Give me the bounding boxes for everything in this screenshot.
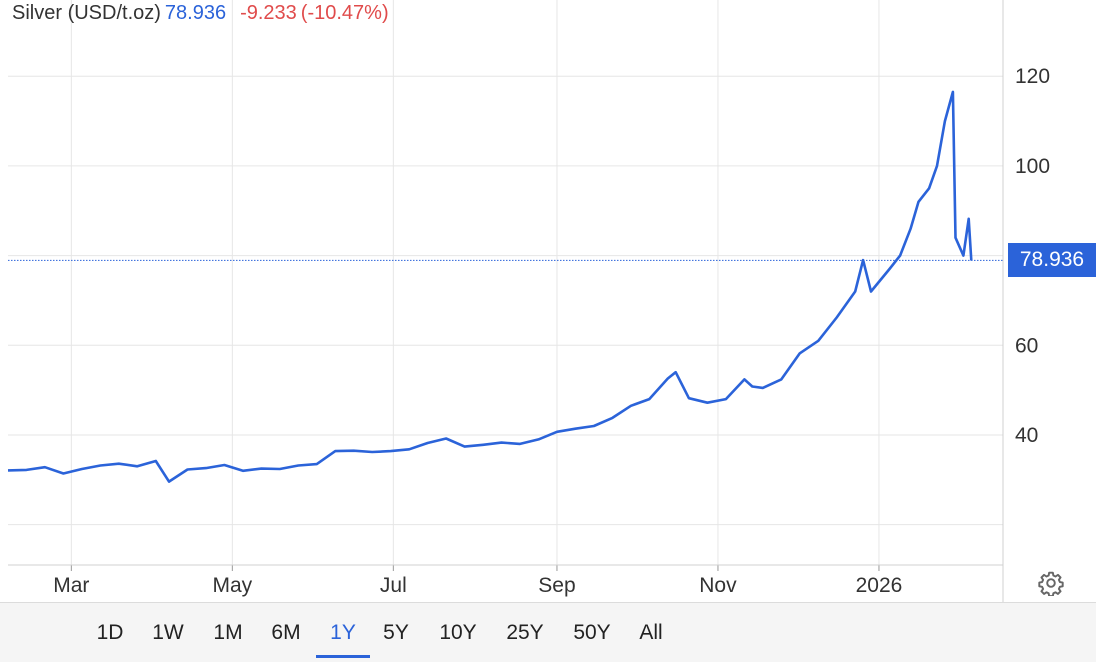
- range-button-6m[interactable]: 6M: [271, 621, 301, 644]
- chart-header: Silver (USD/t.oz) 78.936 -9.233 (-10.47%): [12, 0, 389, 28]
- chart-title: Silver (USD/t.oz): [12, 2, 161, 24]
- range-selector: 1D 1W 1M 6M 1Y 5Y 10Y 25Y 50Y All: [0, 602, 1096, 662]
- range-button-1m[interactable]: 1M: [213, 621, 243, 644]
- range-button-10y[interactable]: 10Y: [439, 621, 477, 644]
- gear-icon[interactable]: [1038, 570, 1064, 598]
- range-button-25y[interactable]: 25Y: [506, 621, 544, 644]
- x-tick-label: Mar: [53, 574, 89, 597]
- range-button-1d[interactable]: 1D: [96, 621, 124, 644]
- price-change: -9.233: [240, 2, 297, 24]
- current-price: 78.936: [164, 2, 227, 24]
- range-button-5y[interactable]: 5Y: [383, 621, 409, 644]
- chart-series: [7, 90, 1003, 483]
- range-button-50y[interactable]: 50Y: [573, 621, 611, 644]
- chart-axes: 40 60 100 120 Mar May Jul Sep Nov 2026: [8, 0, 1050, 602]
- x-tick-label: Sep: [538, 574, 575, 597]
- range-button-1w[interactable]: 1W: [152, 621, 184, 644]
- x-tick-label: May: [212, 574, 252, 597]
- y-tick-label: 40: [1015, 424, 1038, 447]
- x-tick-label: 2026: [856, 574, 903, 597]
- price-series-line: [7, 90, 973, 483]
- range-button-1y[interactable]: 1Y: [316, 603, 370, 658]
- y-tick-label: 60: [1015, 334, 1038, 357]
- y-tick-label: 100: [1015, 155, 1050, 178]
- chart-grid: [8, 0, 1003, 565]
- x-tick-label: Jul: [380, 574, 407, 597]
- y-tick-label: 120: [1015, 65, 1050, 88]
- x-tick-label: Nov: [699, 574, 737, 597]
- last-price-badge: 78.936: [1008, 243, 1096, 278]
- price-chart[interactable]: 40 60 100 120 Mar May Jul Sep Nov 2026: [0, 0, 1096, 602]
- range-button-all[interactable]: All: [639, 621, 663, 644]
- price-change-percent: (-10.47%): [300, 2, 389, 24]
